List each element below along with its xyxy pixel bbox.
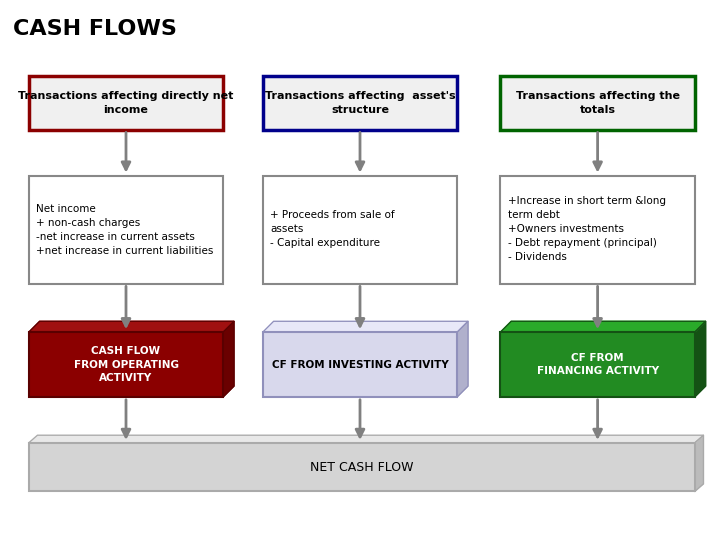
FancyBboxPatch shape bbox=[29, 176, 223, 284]
Text: CF FROM
FINANCING ACTIVITY: CF FROM FINANCING ACTIVITY bbox=[536, 353, 659, 376]
FancyBboxPatch shape bbox=[29, 76, 223, 130]
Polygon shape bbox=[457, 321, 468, 397]
Polygon shape bbox=[500, 321, 706, 332]
FancyBboxPatch shape bbox=[263, 176, 457, 284]
Text: Transactions affecting directly net
income: Transactions affecting directly net inco… bbox=[18, 91, 234, 114]
Text: CASH FLOW
FROM OPERATING
ACTIVITY: CASH FLOW FROM OPERATING ACTIVITY bbox=[73, 346, 179, 383]
Polygon shape bbox=[695, 321, 706, 397]
Polygon shape bbox=[223, 321, 234, 397]
Text: Transactions affecting the
totals: Transactions affecting the totals bbox=[516, 91, 680, 114]
Polygon shape bbox=[29, 321, 234, 332]
FancyBboxPatch shape bbox=[29, 443, 695, 491]
Text: CASH FLOWS: CASH FLOWS bbox=[13, 19, 177, 39]
FancyBboxPatch shape bbox=[500, 176, 695, 284]
Text: CF FROM INVESTING ACTIVITY: CF FROM INVESTING ACTIVITY bbox=[271, 360, 449, 369]
FancyBboxPatch shape bbox=[500, 332, 695, 397]
FancyBboxPatch shape bbox=[29, 332, 223, 397]
Text: +Increase in short term &long
term debt
+Owners investments
- Debt repayment (pr: +Increase in short term &long term debt … bbox=[508, 197, 665, 262]
Polygon shape bbox=[29, 435, 703, 443]
FancyBboxPatch shape bbox=[500, 76, 695, 130]
FancyBboxPatch shape bbox=[263, 76, 457, 130]
Text: Transactions affecting  asset's
structure: Transactions affecting asset's structure bbox=[265, 91, 455, 114]
Polygon shape bbox=[263, 321, 468, 332]
Text: NET CASH FLOW: NET CASH FLOW bbox=[310, 461, 413, 474]
Text: Net income
+ non-cash charges
-net increase in current assets
+net increase in c: Net income + non-cash charges -net incre… bbox=[36, 204, 213, 255]
Polygon shape bbox=[695, 435, 703, 491]
FancyBboxPatch shape bbox=[263, 332, 457, 397]
Text: + Proceeds from sale of
assets
- Capital expenditure: + Proceeds from sale of assets - Capital… bbox=[270, 211, 395, 248]
